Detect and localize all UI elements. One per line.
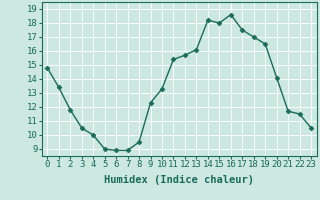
- X-axis label: Humidex (Indice chaleur): Humidex (Indice chaleur): [104, 175, 254, 185]
